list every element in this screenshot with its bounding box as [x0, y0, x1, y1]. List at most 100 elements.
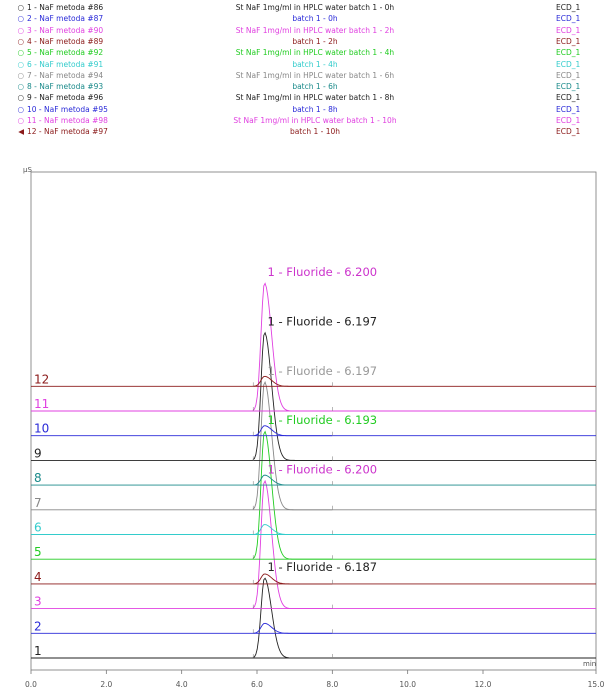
- trace-label-12: 12: [34, 372, 49, 386]
- trace-3-peak: [252, 479, 333, 610]
- trace-label-3: 3: [34, 595, 42, 609]
- trace-9-peak: [252, 331, 333, 461]
- legend-marker-icon: ○: [17, 82, 24, 92]
- chromatogram-legend: ○ 1 - NaF metoda #86 St NaF 1mg/ml in HPLC…: [0, 0, 610, 170]
- legend-name: 5 - NaF metoda #92: [27, 48, 104, 58]
- legend-detector: ECD_1: [556, 36, 581, 46]
- trace-4-peak: [252, 573, 333, 585]
- legend-row-1: ○ 1 - NaF metoda #86 St NaF 1mg/ml in HPLC…: [0, 2, 610, 13]
- x-tick-label: 0.0: [25, 680, 37, 689]
- legend-name: 2 - NaF metoda #87: [27, 14, 104, 24]
- legend-desc: St NaF 1mg/ml in HPLC water batch 1 - 0h: [235, 3, 395, 12]
- legend-desc: St NaF 1mg/ml in HPLC water batch 1 - 10…: [233, 116, 397, 125]
- legend-name: 10 - NaF metoda #95: [27, 104, 108, 114]
- legend-desc: St NaF 1mg/ml in HPLC water batch 1 - 6h: [235, 70, 395, 80]
- trace-label-11: 11: [34, 397, 49, 411]
- legend-desc: St NaF 1mg/ml in HPLC water batch 1 - 4h: [235, 48, 395, 58]
- legend-row-4: ○ 4 - NaF metoda #89 batch 1 - 2h ECD_1: [0, 36, 610, 47]
- legend-row-6: ○ 6 - NaF metoda #91 batch 1 - 4h ECD_1: [0, 59, 610, 70]
- trace-label-10: 10: [34, 422, 49, 436]
- trace-label-2: 2: [34, 619, 42, 633]
- trace-11-peak: [252, 282, 333, 412]
- legend-row-8: ○ 8 - NaF metoda #93 batch 1 - 6h ECD_1: [0, 81, 610, 92]
- peak-annotation: 1 - Fluoride - 6.193: [268, 413, 378, 427]
- y-axis-label: µS: [23, 166, 32, 174]
- peak-annotation: 1 - Fluoride - 6.197: [268, 314, 378, 328]
- legend-desc: batch 1 - 4h: [292, 59, 338, 69]
- peak-annotation: 1 - Fluoride - 6.200: [268, 265, 378, 279]
- x-tick-label: 15.0: [588, 680, 605, 689]
- peak-annotation: 1 - Fluoride - 6.200: [268, 463, 378, 477]
- legend-name: 11 - NaF metoda #98: [27, 116, 108, 125]
- legend-row-11: ○ 11 - NaF metoda #98 St NaF 1mg/ml in HPL…: [0, 115, 610, 126]
- legend-desc: batch 1 - 6h: [292, 82, 338, 92]
- trace-label-4: 4: [34, 570, 42, 584]
- trace-8-peak: [252, 474, 333, 486]
- legend-detector: ECD_1: [556, 14, 581, 24]
- legend-row-5: ○ 5 - NaF metoda #92 St NaF 1mg/ml in HPLC…: [0, 47, 610, 58]
- legend-marker-icon: ◀: [18, 127, 24, 137]
- x-tick-label: 4.0: [176, 680, 188, 689]
- legend-name: 12 - NaF metoda #97: [27, 127, 108, 137]
- trace-12-peak: [252, 375, 333, 387]
- legend-detector: ECD_1: [556, 127, 581, 137]
- x-tick-label: 12.0: [475, 680, 492, 689]
- trace-2-peak: [252, 622, 333, 634]
- x-tick-label: 10.0: [399, 680, 416, 689]
- trace-7-peak: [252, 381, 333, 511]
- legend-marker-icon: ○: [17, 3, 24, 12]
- legend-detector: ECD_1: [556, 70, 581, 80]
- legend-detector: ECD_1: [556, 48, 581, 58]
- x-tick-label: 8.0: [326, 680, 338, 689]
- legend-row-10: ○ 10 - NaF metoda #95 batch 1 - 8h ECD_1: [0, 104, 610, 115]
- trace-1-peak: [252, 577, 333, 659]
- peak-annotation: 1 - Fluoride - 6.197: [268, 364, 378, 378]
- trace-label-9: 9: [34, 446, 42, 460]
- legend-marker-icon: ○: [17, 36, 24, 46]
- legend-name: 3 - NaF metoda #90: [27, 25, 104, 35]
- legend-detector: ECD_1: [556, 25, 581, 35]
- x-tick-label: 2.0: [100, 680, 112, 689]
- legend-row-2: ○ 2 - NaF metoda #87 batch 1 - 0h ECD_1: [0, 13, 610, 24]
- legend-marker-icon: ○: [17, 70, 24, 80]
- peak-annotation: 1 - Fluoride - 6.187: [268, 560, 378, 574]
- legend-desc: batch 1 - 10h: [289, 127, 341, 137]
- legend-detector: ECD_1: [556, 59, 581, 69]
- trace-label-7: 7: [34, 496, 42, 510]
- x-tick-label: 6.0: [251, 680, 263, 689]
- legend-desc: St NaF 1mg/ml in HPLC water batch 1 - 2h: [235, 25, 395, 35]
- legend-detector: ECD_1: [556, 116, 581, 125]
- legend-marker-icon: ○: [17, 14, 24, 24]
- legend-marker-icon: ○: [17, 48, 24, 58]
- legend-detector: ECD_1: [556, 93, 581, 103]
- legend-name: 1 - NaF metoda #86: [27, 3, 104, 12]
- legend-name: 6 - NaF metoda #91: [27, 59, 104, 69]
- legend-desc: batch 1 - 2h: [292, 36, 338, 46]
- x-axis-unit: min: [583, 660, 597, 668]
- legend-row-7: ○ 7 - NaF metoda #94 St NaF 1mg/ml in HPLC…: [0, 70, 610, 81]
- trace-label-5: 5: [34, 545, 42, 559]
- legend-detector: ECD_1: [556, 82, 581, 92]
- legend-marker-icon: ○: [17, 104, 24, 114]
- trace-5-peak: [252, 430, 333, 560]
- trace-label-6: 6: [34, 521, 42, 535]
- legend-marker-icon: ○: [17, 59, 24, 69]
- legend-detector: ECD_1: [556, 104, 581, 114]
- legend-desc: St NaF 1mg/ml in HPLC water batch 1 - 8h: [235, 93, 395, 103]
- legend-desc: batch 1 - 8h: [292, 104, 338, 114]
- legend-name: 7 - NaF metoda #94: [27, 70, 104, 80]
- trace-6-peak: [252, 524, 333, 535]
- trace-label-1: 1: [34, 644, 42, 658]
- legend-marker-icon: ○: [17, 93, 24, 103]
- legend-marker-icon: ○: [17, 116, 24, 125]
- trace-10-peak: [252, 425, 333, 437]
- plot-frame: [30, 171, 597, 671]
- legend-desc: batch 1 - 0h: [292, 14, 338, 24]
- legend-name: 9 - NaF metoda #96: [27, 93, 104, 103]
- legend-marker-icon: ○: [17, 25, 24, 35]
- legend-row-9: ○ 9 - NaF metoda #96 St NaF 1mg/ml in HPLC…: [0, 92, 610, 103]
- legend-row-3: ○ 3 - NaF metoda #90 St NaF 1mg/ml in HPLC…: [0, 25, 610, 36]
- legend-name: 4 - NaF metoda #89: [27, 36, 104, 46]
- legend-name: 8 - NaF metoda #93: [27, 82, 104, 92]
